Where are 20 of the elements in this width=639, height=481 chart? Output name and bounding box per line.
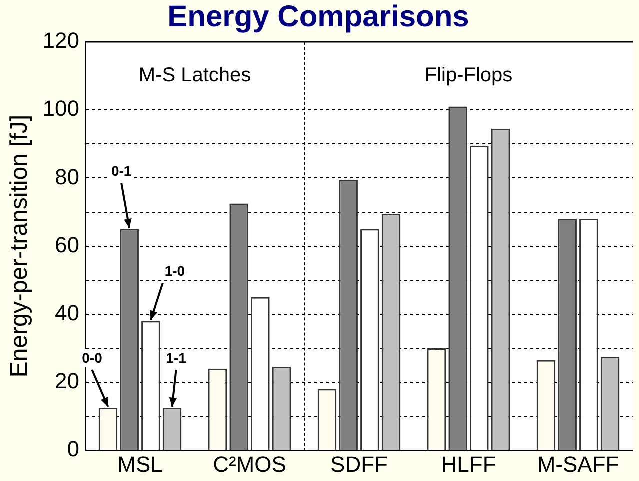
- y-tick-label: 40: [55, 300, 80, 326]
- y-tick-label: 60: [55, 232, 80, 258]
- y-axis-title: Energy-per-transition [fJ]: [6, 114, 34, 378]
- text: 0-1: [111, 163, 132, 180]
- chart-title: Energy Comparisons: [168, 0, 470, 34]
- y-tick-label: 20: [55, 368, 80, 394]
- y-tick-label: 100: [42, 96, 80, 122]
- text: 1-0: [164, 263, 186, 280]
- annotation: Flip-Flops: [424, 64, 513, 87]
- y-tick-label: 80: [55, 164, 80, 190]
- x-tick-label: M-SAFF: [537, 452, 620, 477]
- x-tick-label: C²MOS: [213, 452, 286, 477]
- x-tick-label: MSL: [118, 452, 163, 477]
- x-tick-label: SDFF: [330, 452, 388, 477]
- text: 0-0: [82, 350, 103, 366]
- x-tick-label: HLFF: [441, 452, 496, 477]
- text: 1-1: [166, 350, 187, 366]
- annotation: M-S Latches: [138, 64, 252, 87]
- y-tick-label: 0: [67, 436, 80, 462]
- y-tick-label: 120: [42, 28, 80, 54]
